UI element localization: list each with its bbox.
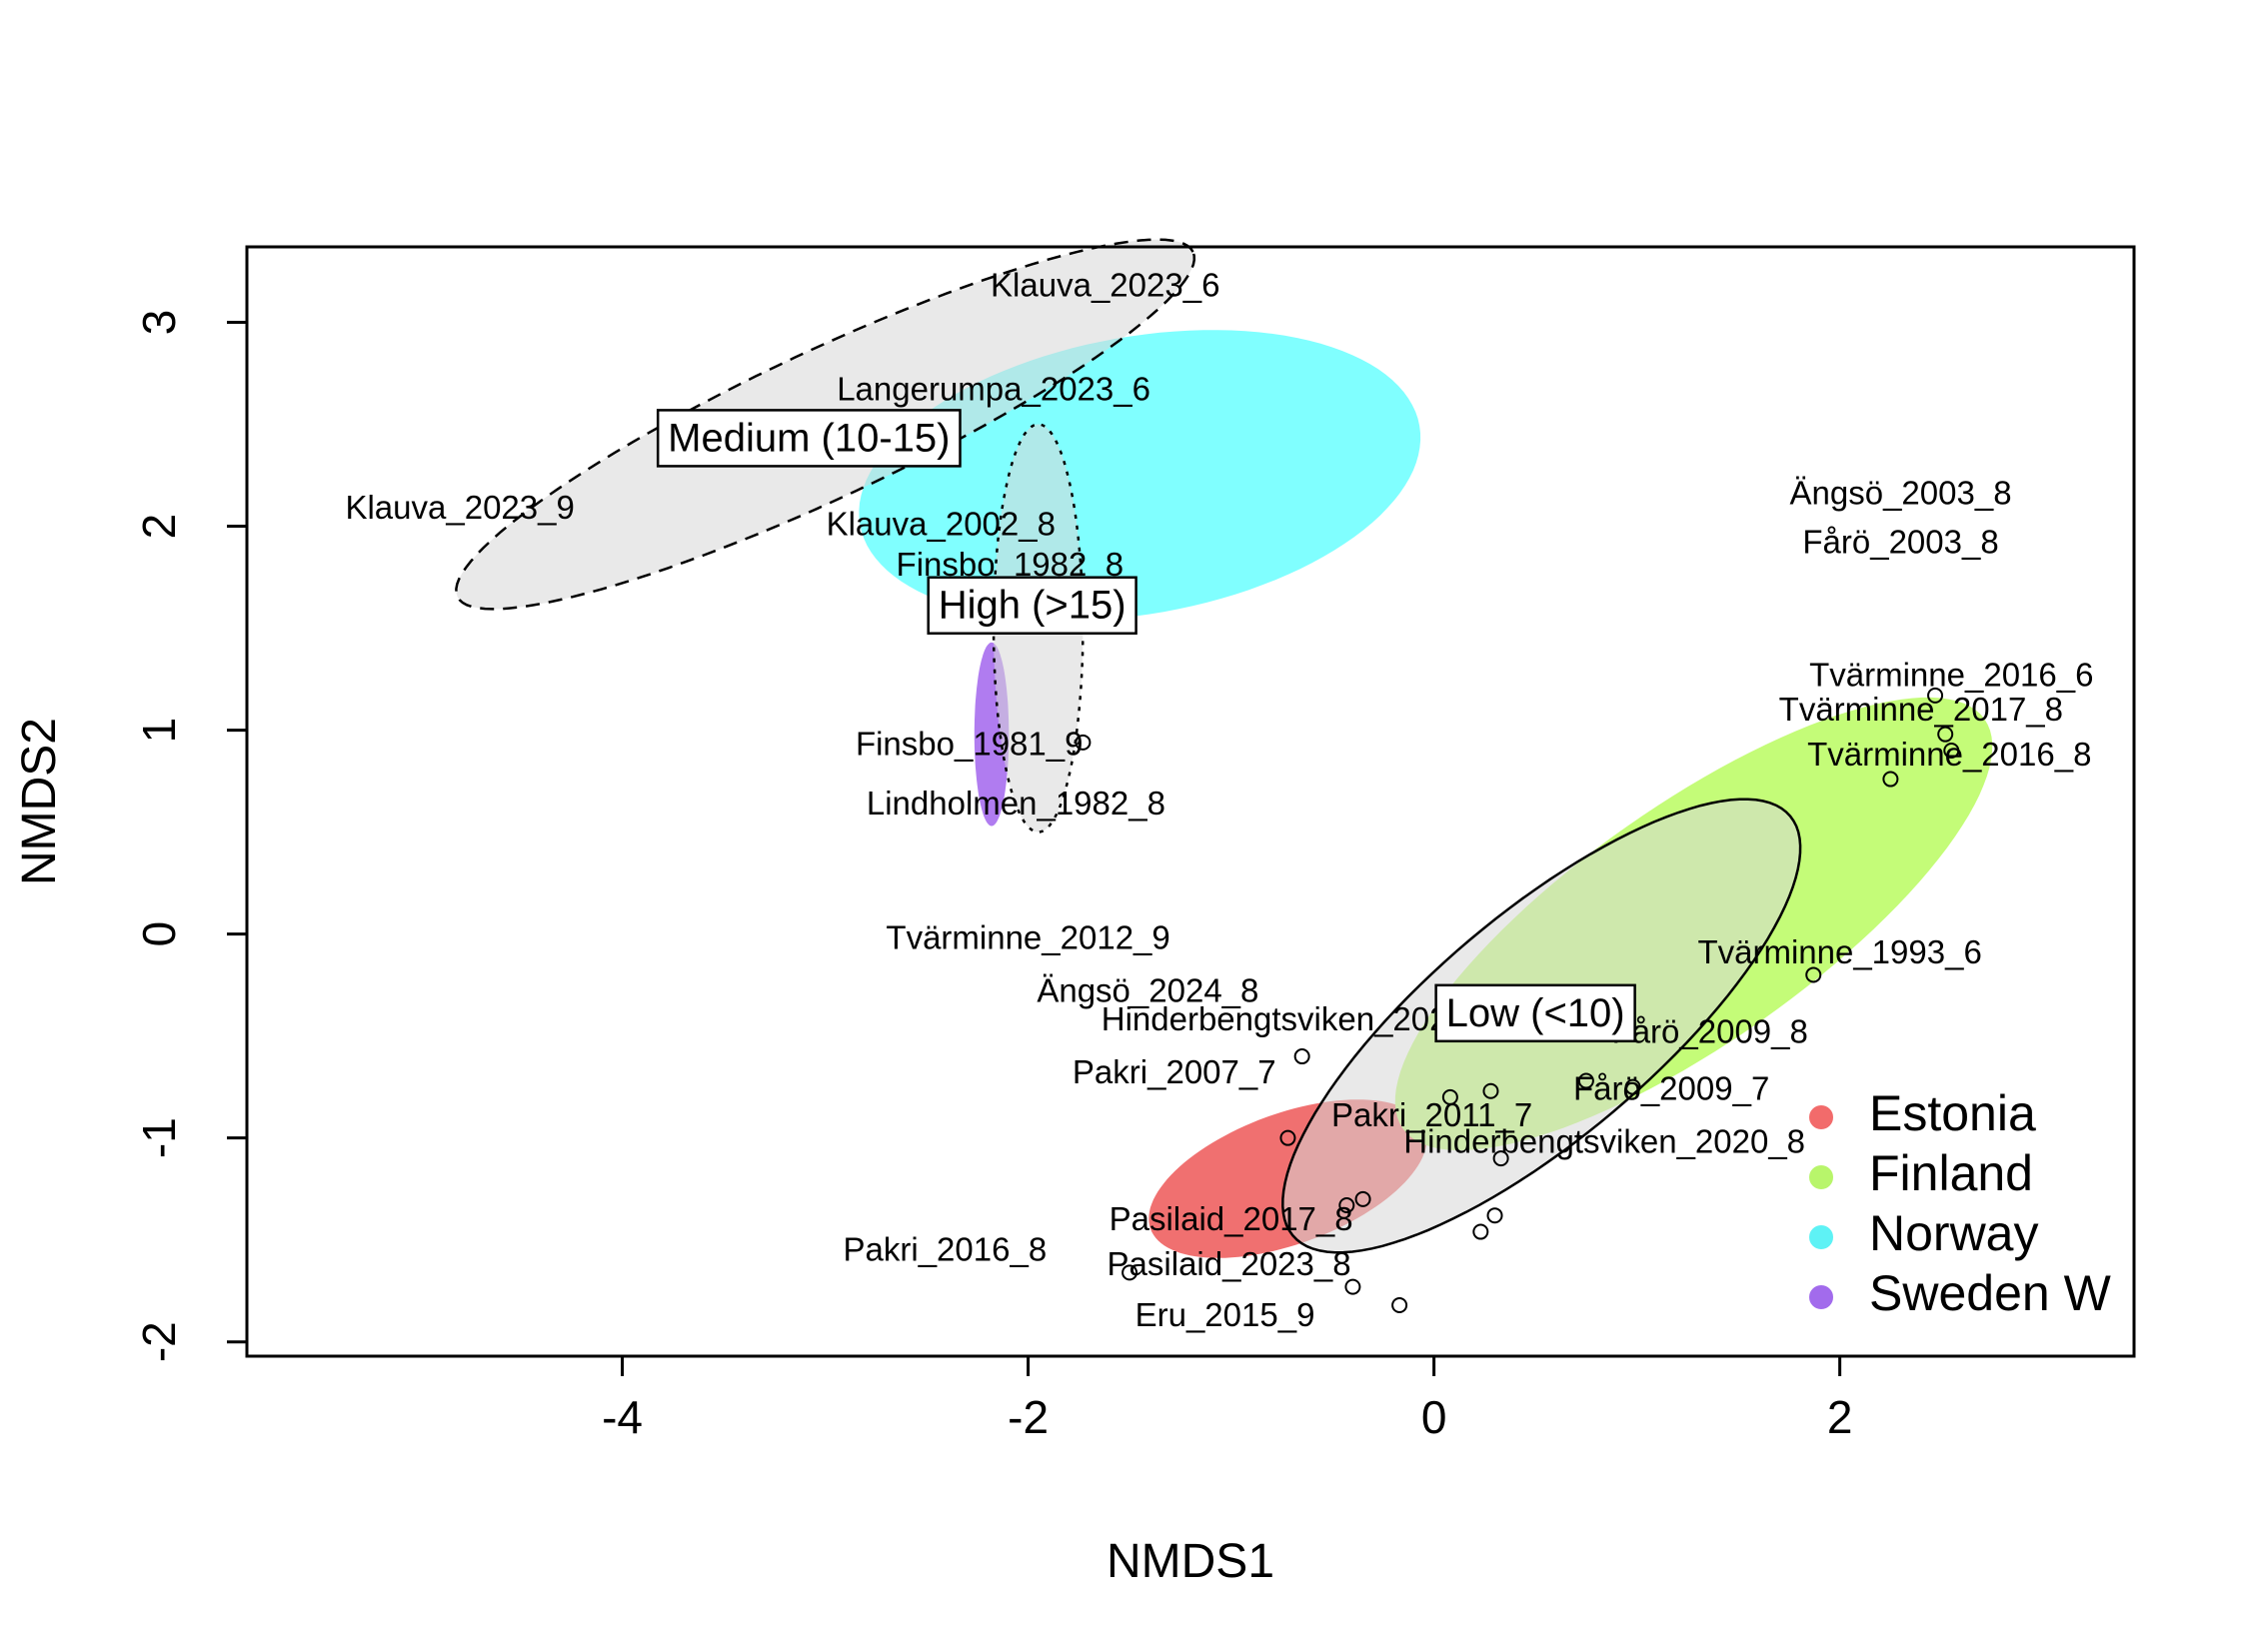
legend-swatch-finland bbox=[1809, 1165, 1833, 1189]
y-axis-title: NMDS2 bbox=[13, 718, 66, 885]
plot-frame bbox=[245, 245, 2136, 1358]
legend-label-estonia: Estonia bbox=[1869, 1085, 2036, 1141]
data-point bbox=[1344, 1278, 1361, 1295]
x-tick-label: 2 bbox=[1827, 1391, 1853, 1443]
data-point bbox=[1075, 734, 1092, 751]
point-label-klauva-2002-8: Klauva_2002_8 bbox=[827, 505, 1056, 542]
legend-label-sweden-w: Sweden W bbox=[1869, 1265, 2112, 1321]
axes-layer: -4 -2 0 2 -2 -1 0 1 2 3 bbox=[133, 310, 1852, 1443]
data-point bbox=[1577, 1072, 1594, 1089]
group-label-low-10: Low (<10) bbox=[1434, 983, 1636, 1043]
data-point bbox=[1391, 1296, 1408, 1313]
data-point bbox=[1943, 742, 1960, 759]
data-point bbox=[1486, 1207, 1503, 1224]
data-point bbox=[1937, 726, 1954, 743]
group-label-high-15: High (>15) bbox=[927, 576, 1137, 635]
point-label-klauva-2023-6: Klauva_2023_6 bbox=[991, 267, 1219, 304]
point-label-f-r-2003-8: Fårö_2003_8 bbox=[1802, 524, 1998, 561]
point-label-pakri-2007-7: Pakri_2007_7 bbox=[1073, 1053, 1276, 1090]
data-point bbox=[1279, 1129, 1296, 1146]
point-label-hinderbengtsviken-2020-8: Hinderbengtsviken_2020_8 bbox=[1403, 1123, 1805, 1160]
point-label-f-r-2009-7: Fårö_2009_7 bbox=[1573, 1069, 1769, 1106]
data-point bbox=[1354, 1190, 1371, 1207]
data-point bbox=[1882, 771, 1899, 788]
x-tick-label: 0 bbox=[1421, 1391, 1447, 1443]
y-tick-label: 2 bbox=[133, 514, 185, 540]
point-label-tv-rminne-1993-6: Tvärminne_1993_6 bbox=[1697, 933, 1981, 970]
group-label-text: High (>15) bbox=[939, 584, 1126, 628]
group-label-box bbox=[1434, 983, 1636, 1043]
sample-labels-layer: Klauva_2023_6 Langerumpa_2023_6 Klauva_202… bbox=[345, 267, 2093, 1333]
group-label-medium-10-15: Medium (10-15) bbox=[656, 409, 962, 468]
y-tick-label: 0 bbox=[133, 921, 185, 947]
point-label-pakri-2011-7: Pakri_2011_7 bbox=[1331, 1096, 1532, 1133]
group-label-text: Medium (10-15) bbox=[668, 416, 950, 460]
group-label-box bbox=[656, 409, 962, 468]
legend-swatch-norway bbox=[1809, 1225, 1833, 1249]
sample-points-layer bbox=[1075, 687, 1960, 1313]
data-point bbox=[1441, 1088, 1458, 1105]
group-label-text: Low (<10) bbox=[1446, 991, 1625, 1035]
y-tick-label: 3 bbox=[133, 310, 185, 336]
point-label-tv-rminne-2016-8: Tvärminne_2016_8 bbox=[1807, 736, 2091, 773]
data-point bbox=[1492, 1150, 1509, 1167]
data-point bbox=[1482, 1082, 1499, 1099]
data-point bbox=[1805, 966, 1822, 983]
y-tick-label: -2 bbox=[133, 1321, 185, 1362]
point-label-langerumpa-2023-6: Langerumpa_2023_6 bbox=[837, 371, 1150, 408]
data-point bbox=[1338, 1197, 1355, 1214]
legend-label-finland: Finland bbox=[1869, 1145, 2033, 1201]
data-point bbox=[1624, 1078, 1641, 1095]
point-label-f-r-2009-8: Fårö_2009_8 bbox=[1612, 1012, 1808, 1049]
point-label-pakri-2016-8: Pakri_2016_8 bbox=[844, 1231, 1048, 1268]
point-label-lindholmen-1982-8: Lindholmen_1982_8 bbox=[867, 785, 1165, 822]
group-label-box bbox=[927, 576, 1137, 635]
x-axis-title: NMDS1 bbox=[1107, 1535, 1274, 1588]
point-label-ngs-2024-8: Ängsö_2024_8 bbox=[1037, 972, 1258, 1009]
data-point bbox=[1122, 1264, 1138, 1281]
data-point bbox=[1472, 1223, 1489, 1240]
x-tick-label: -2 bbox=[1008, 1391, 1049, 1443]
legend-label-norway: Norway bbox=[1869, 1205, 2038, 1261]
data-point bbox=[1927, 687, 1944, 704]
point-label-pasilaid-2017-8: Pasilaid_2017_8 bbox=[1110, 1200, 1353, 1237]
data-point bbox=[1293, 1048, 1310, 1065]
point-label-tv-rminne-2012-9: Tvärminne_2012_9 bbox=[886, 918, 1169, 955]
point-label-tv-rminne-2017-8: Tvärminne_2017_8 bbox=[1779, 691, 2063, 728]
point-label-eru-2015-9: Eru_2015_9 bbox=[1135, 1296, 1315, 1333]
legend-swatch-estonia bbox=[1809, 1105, 1833, 1129]
point-label-ngs-2003-8: Ängsö_2003_8 bbox=[1790, 475, 2012, 512]
point-label-klauva-2023-9: Klauva_2023_9 bbox=[345, 489, 574, 526]
group-labels-layer: Medium (10-15) High (>15) Low (<10) bbox=[656, 409, 1636, 1043]
point-label-tv-rminne-2016-6: Tvärminne_2016_6 bbox=[1809, 656, 2093, 693]
x-tick-label: -4 bbox=[602, 1391, 643, 1443]
point-label-finsbo-1981-9: Finsbo_1981_9 bbox=[856, 726, 1084, 763]
y-tick-label: 1 bbox=[133, 718, 185, 744]
point-label-pasilaid-2023-8: Pasilaid_2023_8 bbox=[1108, 1245, 1351, 1282]
y-tick-label: -1 bbox=[133, 1117, 185, 1158]
legend-swatch-sweden-w bbox=[1809, 1285, 1833, 1309]
